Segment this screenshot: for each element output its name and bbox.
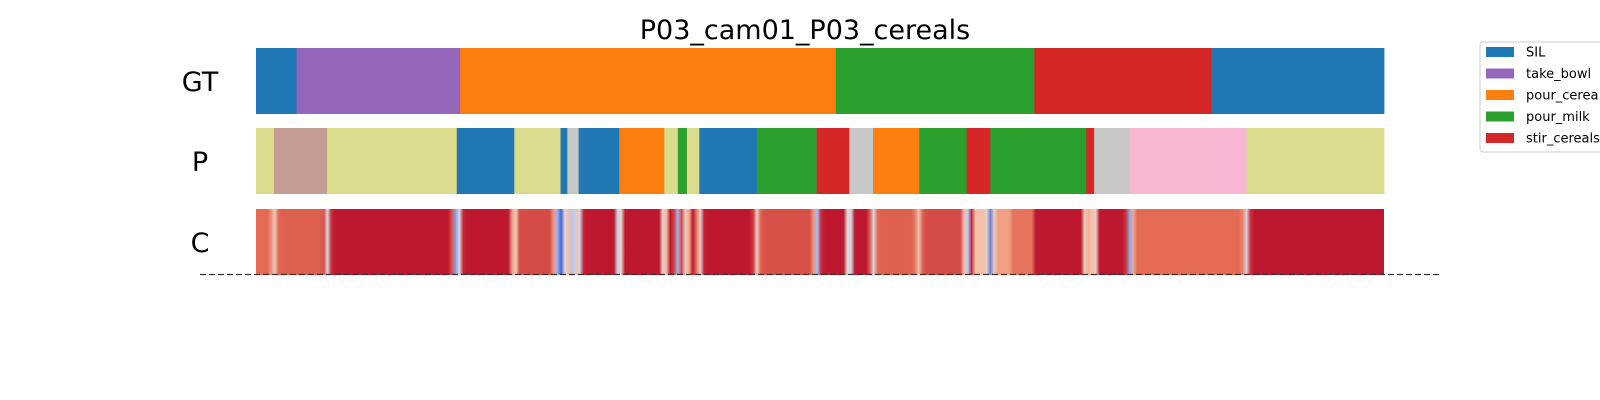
legend: SIL take_bowl pour_cerea pour_milk stir_cere… xyxy=(1479,41,1600,153)
segment-rows: GT P C xyxy=(182,48,1385,275)
segment-p-13 xyxy=(756,128,818,194)
segment-gt-3 xyxy=(835,48,1035,114)
segment-gt-1 xyxy=(296,48,461,114)
segment-p-8 xyxy=(619,128,665,194)
legend-label-stir-cereals: stir_cereals xyxy=(1526,132,1600,147)
row-label-p: P xyxy=(192,147,208,178)
segment-p-9 xyxy=(664,128,679,194)
segment-p-19 xyxy=(990,128,1087,194)
row-p: P xyxy=(192,128,1385,194)
segment-p-3 xyxy=(456,128,515,194)
segment-p-22 xyxy=(1130,128,1247,194)
segment-p-2 xyxy=(327,128,458,194)
legend-swatch-pour-milk xyxy=(1486,111,1514,122)
legend-swatch-pour-cereals xyxy=(1486,90,1514,100)
chart-title: P03_cam01_P03_cereals xyxy=(640,15,971,46)
segment-p-14 xyxy=(816,128,850,194)
segment-p-17 xyxy=(919,128,968,194)
segment-p-10 xyxy=(677,128,688,194)
row-label-c: C xyxy=(191,228,210,259)
segment-gt-2 xyxy=(460,48,837,114)
segment-p-15 xyxy=(849,128,874,194)
segment-p-7 xyxy=(578,128,620,194)
segment-p-12 xyxy=(699,128,758,194)
row-gt: GT xyxy=(182,48,1385,114)
legend-swatch-SIL xyxy=(1486,47,1514,57)
segment-p-18 xyxy=(966,128,991,194)
segment-p-6 xyxy=(567,128,580,194)
legend-label-SIL: SIL xyxy=(1526,46,1546,61)
legend-swatch-stir-cereals xyxy=(1486,133,1514,143)
segment-p-20 xyxy=(1086,128,1095,194)
segment-p-16 xyxy=(873,128,920,194)
segment-gt-4 xyxy=(1034,48,1212,114)
legend-swatch-take-bowl xyxy=(1486,68,1514,79)
segment-p-0 xyxy=(256,128,275,194)
row-label-gt: GT xyxy=(182,67,219,98)
legend-label-pour-milk: pour_milk xyxy=(1526,110,1590,125)
segment-p-5 xyxy=(560,128,568,194)
segment-p-11 xyxy=(686,128,700,194)
segment-p-4 xyxy=(514,128,561,194)
legend-label-pour-cereals: pour_cerea xyxy=(1526,89,1598,104)
row-c: C xyxy=(191,209,1384,275)
legend-label-take-bowl: take_bowl xyxy=(1526,67,1591,82)
confidence-strip xyxy=(256,209,1384,275)
segment-gt-0 xyxy=(256,48,298,114)
segment-p-23 xyxy=(1246,128,1385,194)
segment-gt-5 xyxy=(1211,48,1385,114)
segment-p-1 xyxy=(274,128,328,194)
segment-p-21 xyxy=(1094,128,1131,194)
